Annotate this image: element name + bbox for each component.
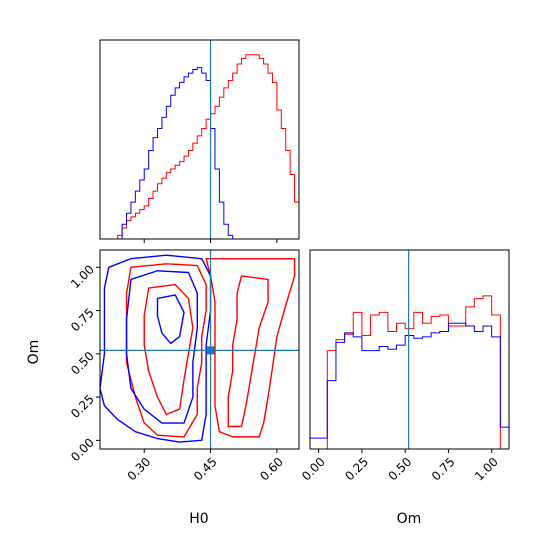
- h0-histogram-series-1: [100, 67, 299, 240]
- x-axis-label-h0: H0: [189, 511, 208, 527]
- h0-om-joint-panel: 0.30 0.45 0.60 0.00 0.25 0.50 0.75 1.00: [68, 249, 300, 484]
- x-tick-label: 0.60: [257, 455, 286, 484]
- x-tick-label: 0.50: [386, 455, 415, 484]
- contour-series-0-level-0: [205, 257, 296, 438]
- contour-series-1-level-2: [156, 294, 185, 345]
- h0-marginal-frame: [99, 39, 300, 240]
- truth-marker: [206, 346, 215, 355]
- y-tick-label: 0.50: [68, 349, 97, 378]
- om-marginal-frame: [309, 249, 510, 450]
- y-axis-label-om: Om: [26, 340, 42, 365]
- y-tick-label: 0.25: [68, 392, 97, 421]
- y-tick-label: 1.00: [68, 262, 97, 291]
- x-tick-label: 0.25: [342, 455, 371, 484]
- contour-series-0-level-1: [227, 275, 269, 428]
- x-tick-label: 0.75: [429, 455, 458, 484]
- contour-series-1-level-1: [125, 270, 198, 424]
- y-tick-label: 0.75: [68, 306, 97, 335]
- x-tick-label: 0.00: [299, 455, 328, 484]
- contour-layer: [100, 254, 296, 443]
- contour-series-0-level-3: [143, 283, 194, 416]
- y-tick-label: 0.00: [68, 435, 97, 464]
- contour-series-1-level-0: [100, 254, 212, 443]
- x-tick-label: 0.45: [191, 455, 220, 484]
- joint-frame: [99, 249, 300, 450]
- x-axis-label-om: Om: [397, 511, 422, 527]
- x-tick-label: 0.30: [125, 455, 154, 484]
- h0-histogram-series-0: [100, 54, 300, 240]
- om-marginal-panel: 0.00 0.25 0.50 0.75 1.00: [299, 249, 510, 484]
- x-tick-label: 1.00: [472, 455, 501, 484]
- om-histogram-series-0: [310, 295, 509, 450]
- om-histogram-series-1: [309, 322, 510, 449]
- h0-marginal-panel: [99, 39, 300, 243]
